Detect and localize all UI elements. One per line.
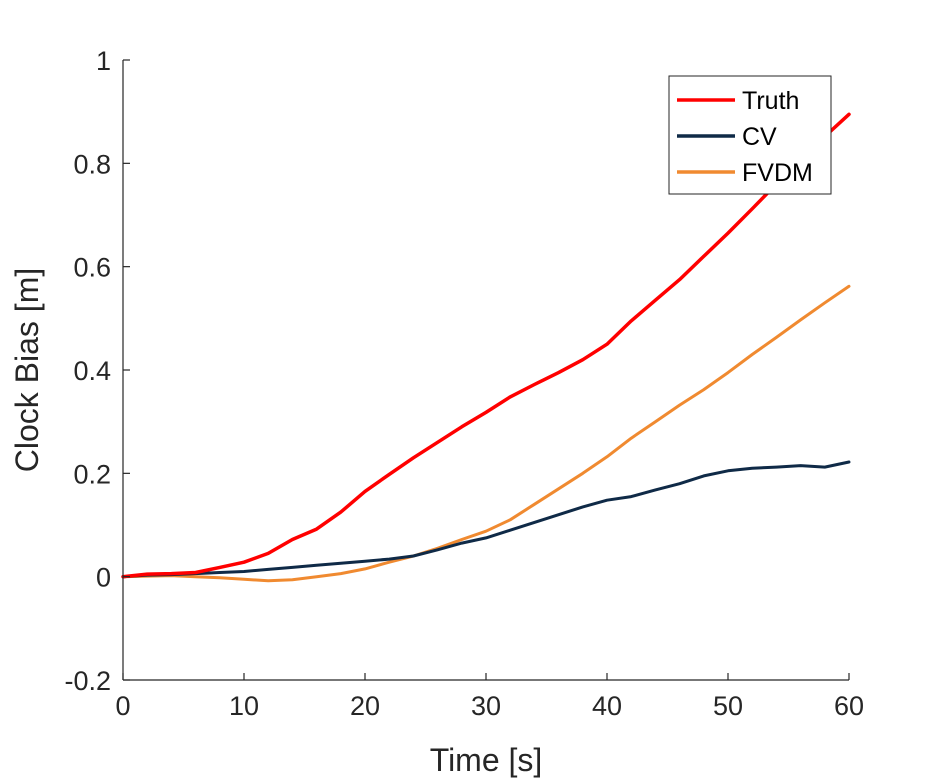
series-line-truth <box>121 112 851 579</box>
y-ticks: -0.2 0 0.2 0.4 0.6 0.8 1 <box>64 46 130 696</box>
series-line-fvdm <box>121 284 851 583</box>
x-tick-label: 60 <box>834 691 864 721</box>
y-tick-label: 0.4 <box>73 356 111 386</box>
x-tick-label: 50 <box>713 691 743 721</box>
x-tick-label: 30 <box>471 691 501 721</box>
legend-label-fvdm: FVDM <box>742 159 813 187</box>
y-tick-label: 0.8 <box>73 149 111 179</box>
legend-label-cv: CV <box>742 123 777 151</box>
x-axis-label: Time [s] <box>430 742 543 778</box>
y-tick-label: 0.2 <box>73 459 111 489</box>
y-tick-label: 0.6 <box>73 253 111 283</box>
x-ticks: 0 10 20 30 40 50 60 <box>115 673 864 721</box>
x-tick-label: 20 <box>350 691 380 721</box>
series-layer <box>121 112 851 583</box>
x-tick-label: 0 <box>115 691 130 721</box>
y-tick-label: 0 <box>96 563 111 593</box>
x-tick-label: 40 <box>592 691 622 721</box>
legend: Truth CV FVDM <box>668 75 832 195</box>
x-tick-label: 10 <box>229 691 259 721</box>
legend-label-truth: Truth <box>742 87 799 115</box>
series-line-cv <box>121 460 851 579</box>
y-axis-label: Clock Bias [m] <box>9 268 45 472</box>
y-tick-label: -0.2 <box>64 666 111 696</box>
y-tick-label: 1 <box>96 46 111 76</box>
